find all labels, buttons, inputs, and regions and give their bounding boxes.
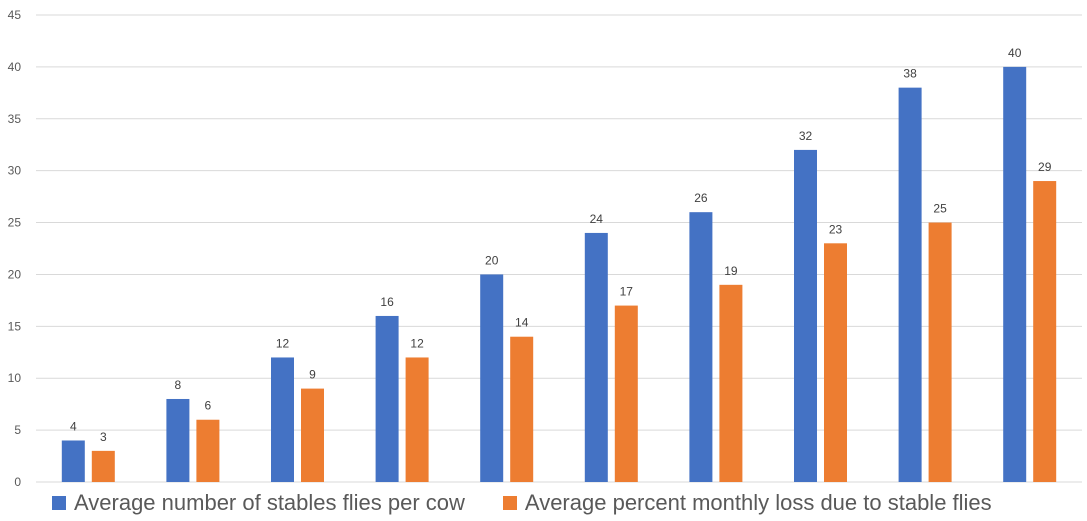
data-label-series-1: 4 bbox=[70, 419, 77, 433]
bar-series-1 bbox=[584, 232, 608, 482]
data-label-series-2: 23 bbox=[829, 222, 843, 236]
data-label-series-2: 14 bbox=[515, 316, 529, 330]
bar-series-2 bbox=[824, 243, 847, 482]
data-label-series-1: 32 bbox=[799, 129, 813, 143]
bar-series-1 bbox=[375, 315, 399, 482]
bar-series-1 bbox=[271, 357, 294, 482]
y-tick-label: 35 bbox=[8, 112, 22, 126]
bar-series-2 bbox=[91, 450, 115, 482]
bar-series-1 bbox=[166, 398, 190, 482]
y-tick-label: 30 bbox=[8, 164, 22, 178]
data-label-series-2: 12 bbox=[410, 336, 424, 350]
bar-series-2 bbox=[301, 388, 324, 482]
data-label-series-2: 25 bbox=[933, 202, 947, 216]
bar-series-1 bbox=[61, 440, 85, 482]
data-label-series-1: 24 bbox=[590, 212, 604, 226]
gridlines bbox=[36, 14, 1082, 483]
bar-series-2 bbox=[614, 305, 638, 482]
data-label-series-1: 8 bbox=[175, 378, 182, 392]
bars bbox=[61, 66, 1057, 483]
data-label-series-1: 16 bbox=[380, 295, 394, 309]
legend-item-series-2: Average percent monthly loss due to stab… bbox=[502, 490, 992, 516]
y-tick-label: 40 bbox=[8, 60, 22, 74]
bar-series-2 bbox=[405, 357, 429, 482]
bar-series-2 bbox=[719, 284, 743, 482]
y-tick-label: 0 bbox=[14, 475, 21, 489]
data-label-series-1: 38 bbox=[903, 67, 917, 81]
bar-series-1 bbox=[1003, 66, 1027, 482]
y-tick-label: 10 bbox=[8, 371, 22, 385]
data-label-series-2: 6 bbox=[205, 399, 212, 413]
bar-series-2 bbox=[510, 336, 534, 482]
data-label-series-2: 19 bbox=[724, 264, 738, 278]
bar-series-2 bbox=[1033, 181, 1057, 483]
bar-series-1 bbox=[480, 274, 504, 482]
data-label-series-2: 17 bbox=[620, 285, 634, 299]
y-tick-label: 15 bbox=[8, 319, 22, 333]
data-label-series-2: 29 bbox=[1038, 160, 1052, 174]
legend-swatch-series-1 bbox=[52, 496, 66, 510]
legend-swatch-series-2 bbox=[502, 496, 517, 510]
data-label-series-2: 9 bbox=[309, 368, 316, 382]
bar-series-1 bbox=[794, 149, 817, 482]
legend-label-series-2: Average percent monthly loss due to stab… bbox=[524, 490, 992, 515]
bar-series-1 bbox=[689, 212, 713, 482]
y-tick-label: 45 bbox=[8, 8, 22, 22]
data-label-series-1: 26 bbox=[694, 191, 708, 205]
data-label-series-1: 12 bbox=[276, 336, 290, 350]
y-tick-label: 5 bbox=[14, 423, 21, 437]
bar-series-2 bbox=[928, 222, 952, 483]
y-tick-label: 25 bbox=[8, 216, 22, 230]
data-label-series-1: 20 bbox=[485, 253, 499, 267]
y-axis: 0 5 10 15 20 25 30 35 40 45 bbox=[8, 8, 22, 489]
y-tick-label: 20 bbox=[8, 267, 22, 281]
legend-label-series-1: Average number of stables flies per cow bbox=[74, 490, 465, 515]
data-label-series-2: 3 bbox=[100, 430, 107, 444]
data-label-series-1: 40 bbox=[1008, 46, 1022, 60]
bar-series-1 bbox=[898, 87, 922, 483]
bar-series-2 bbox=[196, 419, 220, 482]
legend-item-series-1: Average number of stables flies per cow bbox=[52, 490, 465, 516]
legend: Average number of stables flies per cow … bbox=[52, 488, 1030, 518]
